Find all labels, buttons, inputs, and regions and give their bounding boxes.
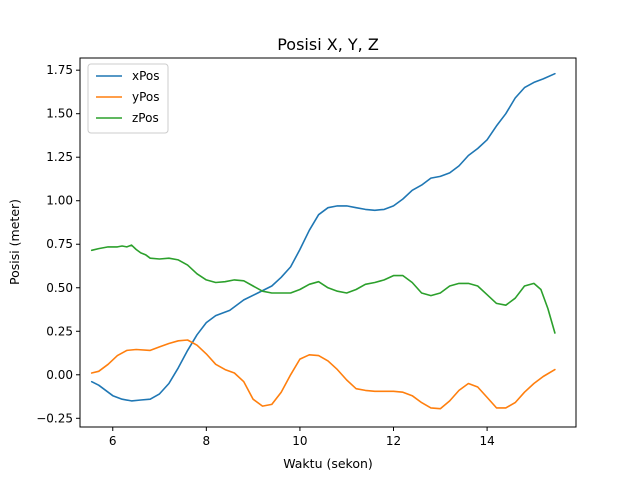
chart-title: Posisi X, Y, Z — [277, 35, 379, 54]
x-tick-label: 12 — [386, 434, 401, 448]
y-axis-label: Posisi (meter) — [7, 199, 22, 285]
y-tick-label: 1.75 — [46, 63, 73, 77]
series-line-zPos — [90, 244, 556, 334]
y-tick-label: 0.50 — [46, 281, 73, 295]
y-tick-label: 1.00 — [46, 194, 73, 208]
legend-box — [87, 63, 169, 134]
y-tick-label: 0.75 — [46, 237, 73, 251]
y-tick-label: −0.25 — [36, 411, 73, 425]
x-axis: 6 8 10 12 14 — [109, 427, 495, 448]
y-axis: −0.25 0.00 0.25 0.50 0.75 1.00 1.25 1.50 1.75 — [36, 63, 80, 425]
legend-label-zPos: zPos — [132, 111, 159, 125]
x-tick-label: 10 — [292, 434, 307, 448]
y-tick-label: 0.25 — [46, 324, 73, 338]
x-tick-label: 14 — [479, 434, 494, 448]
series-line-yPos — [90, 339, 556, 410]
series-line-xPos — [90, 72, 556, 402]
plot-frame — [79, 57, 577, 428]
x-tick-label: 6 — [109, 434, 117, 448]
x-tick-label: 8 — [203, 434, 211, 448]
legend-label-xPos: xPos — [132, 69, 160, 83]
y-tick-label: 1.50 — [46, 107, 73, 121]
legend: xPos yPos zPos — [87, 63, 169, 134]
y-tick-label: 1.25 — [46, 150, 73, 164]
legend-label-yPos: yPos — [132, 90, 160, 104]
x-axis-label: Waktu (sekon) — [283, 456, 373, 471]
y-tick-label: 0.00 — [46, 368, 73, 382]
plot-lines — [90, 72, 556, 410]
